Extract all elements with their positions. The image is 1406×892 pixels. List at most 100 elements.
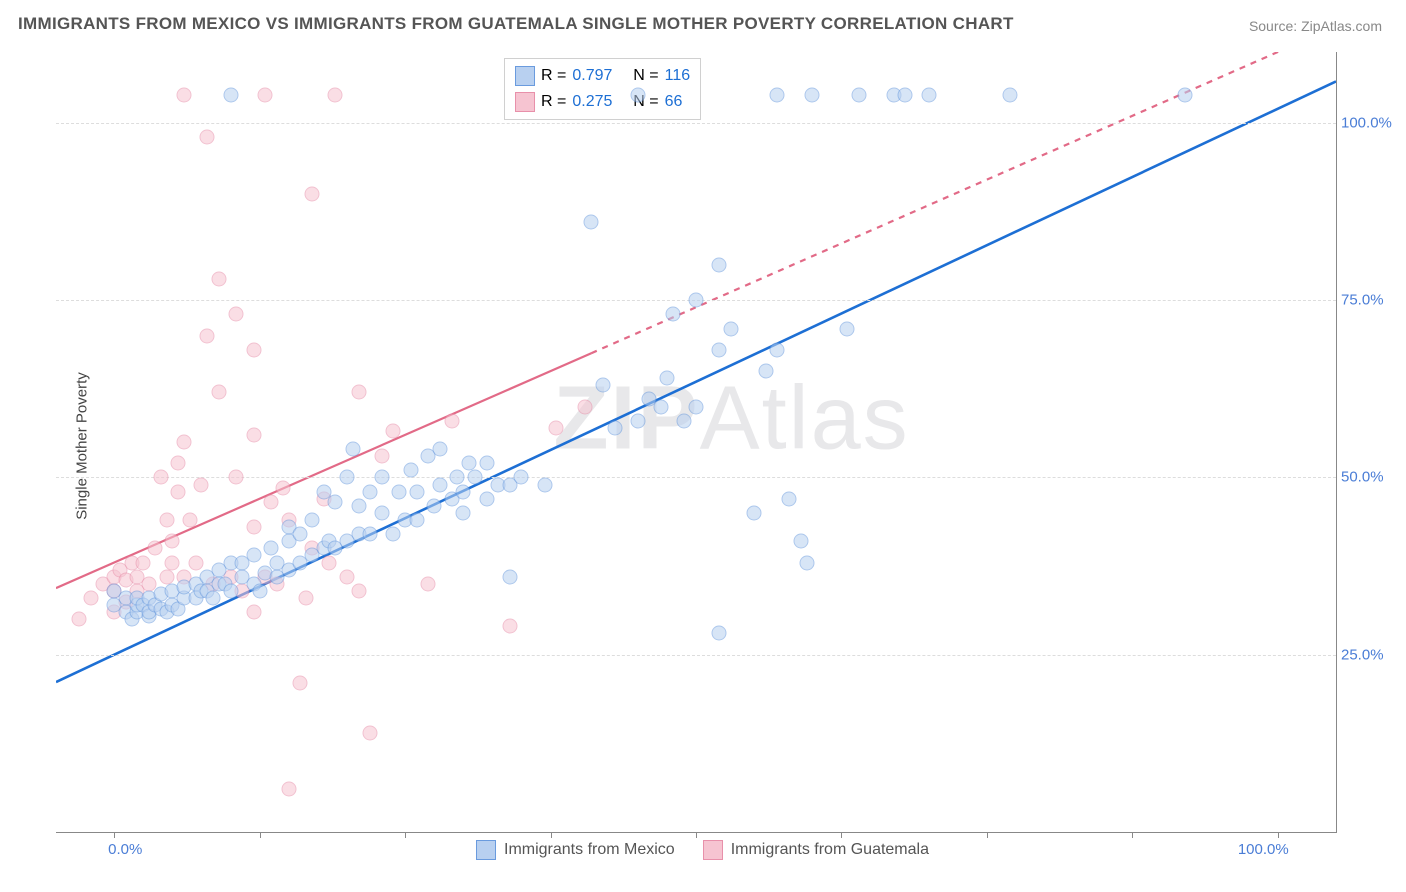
scatter-point-mexico <box>758 364 773 379</box>
scatter-point-guatemala <box>211 385 226 400</box>
r-value-guatemala: 0.275 <box>572 89 612 115</box>
series-legend: Immigrants from Mexico Immigrants from G… <box>476 840 929 860</box>
regression-lines <box>56 52 1336 832</box>
scatter-point-mexico <box>630 87 645 102</box>
scatter-point-guatemala <box>153 470 168 485</box>
scatter-point-mexico <box>584 215 599 230</box>
x-tick-mark <box>1278 832 1279 838</box>
swatch-mexico <box>515 66 535 86</box>
scatter-point-mexico <box>305 513 320 528</box>
scatter-point-mexico <box>328 495 343 510</box>
scatter-point-mexico <box>363 484 378 499</box>
scatter-point-guatemala <box>171 456 186 471</box>
scatter-point-mexico <box>630 413 645 428</box>
scatter-point-mexico <box>723 321 738 336</box>
scatter-point-guatemala <box>171 484 186 499</box>
n-value-mexico: 116 <box>665 63 691 89</box>
scatter-point-mexico <box>456 505 471 520</box>
swatch-guatemala <box>703 840 723 860</box>
scatter-point-mexico <box>607 420 622 435</box>
scatter-point-mexico <box>502 569 517 584</box>
r-label: R = <box>541 89 566 115</box>
scatter-point-guatemala <box>229 307 244 322</box>
scatter-point-mexico <box>689 399 704 414</box>
scatter-point-guatemala <box>194 477 209 492</box>
correlation-legend: R = 0.797 N = 116 R = 0.275 N = 66 <box>504 58 701 120</box>
scatter-point-mexico <box>462 456 477 471</box>
scatter-point-guatemala <box>578 399 593 414</box>
scatter-point-mexico <box>433 477 448 492</box>
scatter-point-mexico <box>851 87 866 102</box>
scatter-point-mexico <box>427 498 442 513</box>
scatter-point-guatemala <box>363 725 378 740</box>
y-tick-label: 50.0% <box>1341 469 1396 486</box>
scatter-point-guatemala <box>339 569 354 584</box>
scatter-point-mexico <box>403 463 418 478</box>
scatter-point-mexico <box>456 484 471 499</box>
legend-row-mexico: R = 0.797 N = 116 <box>515 63 690 89</box>
n-label: N = <box>633 63 658 89</box>
x-tick-mark <box>260 832 261 838</box>
scatter-point-mexico <box>293 527 308 542</box>
scatter-point-guatemala <box>182 513 197 528</box>
scatter-point-guatemala <box>351 385 366 400</box>
scatter-point-mexico <box>374 470 389 485</box>
scatter-point-guatemala <box>229 470 244 485</box>
scatter-point-mexico <box>659 371 674 386</box>
scatter-point-guatemala <box>159 569 174 584</box>
scatter-point-guatemala <box>328 87 343 102</box>
scatter-point-guatemala <box>293 676 308 691</box>
legend-label-guatemala: Immigrants from Guatemala <box>731 841 929 859</box>
scatter-point-mexico <box>374 505 389 520</box>
scatter-point-mexico <box>450 470 465 485</box>
y-tick-label: 25.0% <box>1341 646 1396 663</box>
x-tick-mark <box>1132 832 1133 838</box>
y-tick-label: 75.0% <box>1341 292 1396 309</box>
scatter-point-guatemala <box>211 271 226 286</box>
scatter-point-mexico <box>409 513 424 528</box>
scatter-point-mexico <box>264 541 279 556</box>
scatter-point-guatemala <box>322 555 337 570</box>
legend-item-guatemala: Immigrants from Guatemala <box>703 840 929 860</box>
scatter-point-mexico <box>252 583 267 598</box>
x-tick-mark <box>405 832 406 838</box>
scatter-point-mexico <box>433 442 448 457</box>
scatter-point-mexico <box>840 321 855 336</box>
gridline <box>56 123 1336 124</box>
scatter-point-guatemala <box>299 591 314 606</box>
scatter-point-mexico <box>689 293 704 308</box>
x-tick-label: 0.0% <box>108 841 142 858</box>
scatter-point-guatemala <box>72 612 87 627</box>
scatter-point-mexico <box>1003 87 1018 102</box>
scatter-point-mexico <box>712 257 727 272</box>
scatter-point-mexico <box>206 591 221 606</box>
swatch-guatemala <box>515 92 535 112</box>
scatter-point-mexico <box>793 534 808 549</box>
scatter-point-guatemala <box>386 424 401 439</box>
gridline <box>56 477 1336 478</box>
scatter-point-mexico <box>770 87 785 102</box>
scatter-point-mexico <box>712 342 727 357</box>
scatter-point-guatemala <box>549 420 564 435</box>
scatter-point-guatemala <box>246 605 261 620</box>
y-tick-label: 100.0% <box>1341 114 1396 131</box>
scatter-point-guatemala <box>188 555 203 570</box>
x-tick-mark <box>841 832 842 838</box>
scatter-point-guatemala <box>305 186 320 201</box>
scatter-point-mexico <box>223 583 238 598</box>
legend-row-guatemala: R = 0.275 N = 66 <box>515 89 690 115</box>
legend-label-mexico: Immigrants from Mexico <box>504 841 675 859</box>
scatter-point-mexico <box>595 378 610 393</box>
gridline <box>56 655 1336 656</box>
scatter-point-guatemala <box>165 555 180 570</box>
scatter-point-mexico <box>339 470 354 485</box>
legend-item-mexico: Immigrants from Mexico <box>476 840 675 860</box>
scatter-point-mexico <box>799 555 814 570</box>
scatter-point-mexico <box>363 527 378 542</box>
scatter-point-mexico <box>223 87 238 102</box>
scatter-point-mexico <box>921 87 936 102</box>
scatter-point-mexico <box>479 456 494 471</box>
scatter-point-guatemala <box>502 619 517 634</box>
scatter-point-mexico <box>351 498 366 513</box>
scatter-point-guatemala <box>246 427 261 442</box>
